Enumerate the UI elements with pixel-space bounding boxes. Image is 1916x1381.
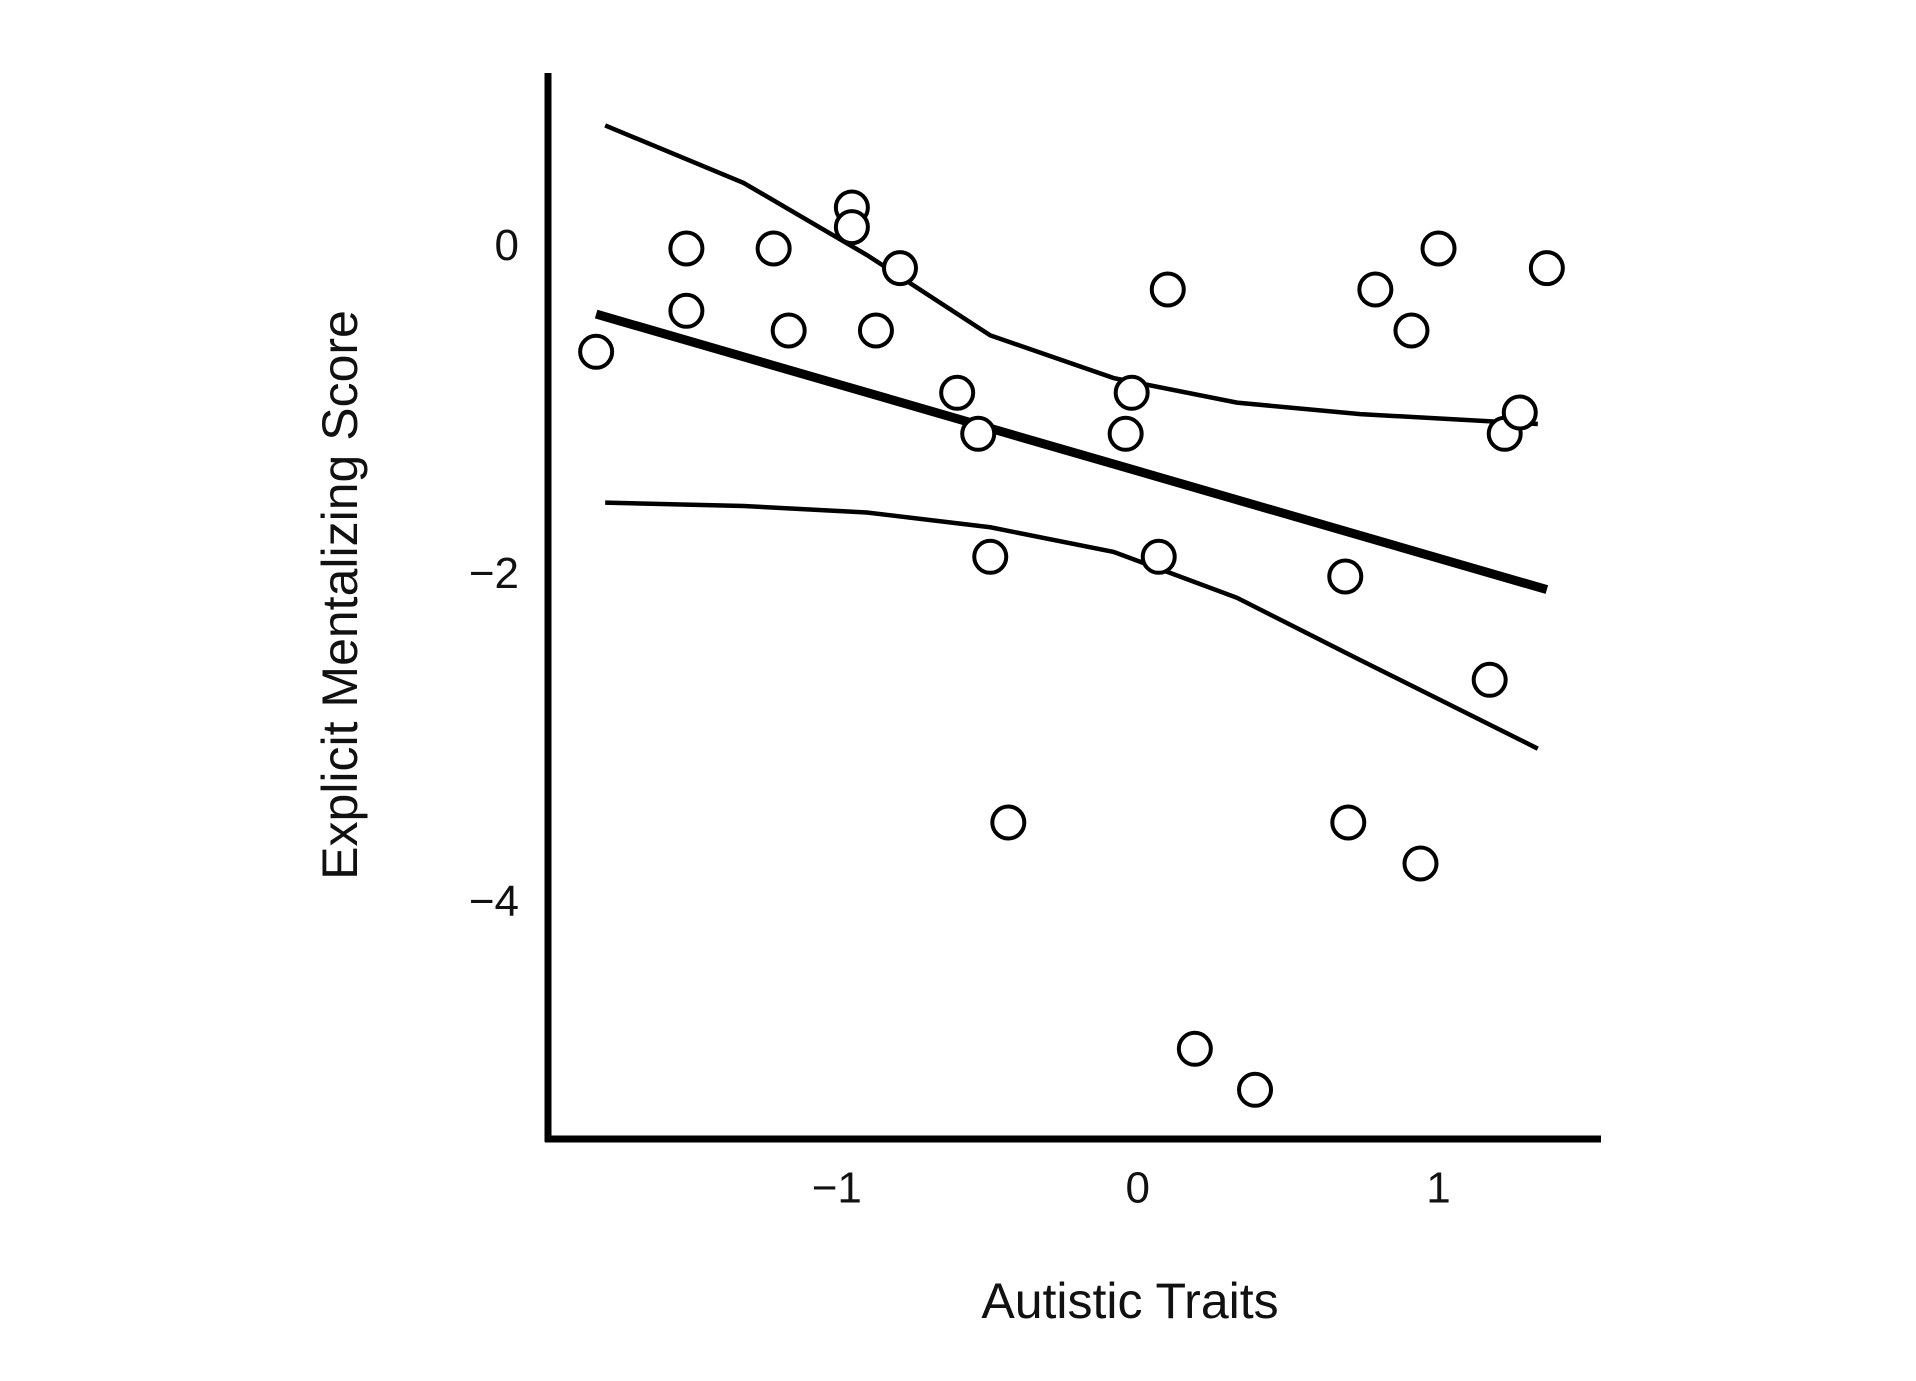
point [939, 374, 976, 411]
point [972, 538, 1009, 575]
point [668, 230, 705, 267]
point [1237, 1071, 1274, 1108]
y-axis-label: Explicit Mentalizing Score [312, 310, 368, 880]
point [1140, 538, 1177, 575]
point [1420, 230, 1457, 267]
point [1149, 271, 1186, 308]
point [882, 250, 919, 287]
point [1528, 250, 1565, 287]
point [1330, 804, 1367, 841]
point [857, 312, 894, 349]
point [1357, 271, 1394, 308]
point [1107, 415, 1144, 452]
point [1327, 558, 1364, 595]
point [1176, 1030, 1213, 1067]
x-tick-label: −1 [812, 1164, 862, 1213]
point [990, 804, 1027, 841]
regression-line [594, 309, 1549, 594]
point [578, 333, 615, 370]
point [1501, 394, 1538, 431]
point [1402, 845, 1439, 882]
y-tick-label: −2 [469, 549, 519, 598]
point [960, 415, 997, 452]
confidence-band [605, 500, 1539, 751]
x-tick-label: 1 [1426, 1164, 1450, 1213]
point [668, 292, 705, 329]
y-tick-label: 0 [495, 221, 519, 270]
point [1393, 312, 1430, 349]
confidence-band [604, 123, 1538, 427]
y-tick-label: −4 [469, 877, 519, 926]
x-axis-label: Autistic Traits [981, 1273, 1278, 1329]
point [833, 209, 870, 246]
point [755, 230, 792, 267]
x-tick-label: 0 [1125, 1164, 1149, 1213]
point [1113, 374, 1150, 411]
point [770, 312, 807, 349]
point [1471, 661, 1508, 698]
